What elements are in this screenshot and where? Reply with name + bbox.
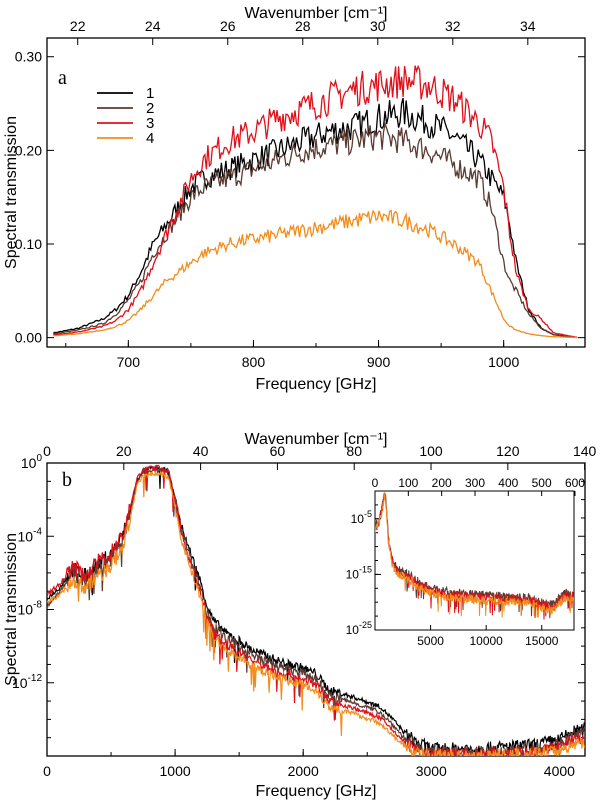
inset-top-tick-label: 100	[398, 476, 418, 490]
series-line-3	[53, 64, 578, 339]
inset-x-tick-label: 15000	[525, 634, 559, 648]
inset: 5000 10000 15000 0 100 200 300 400 500 600 10-5 10-…	[346, 476, 586, 648]
x-tick-label: 700	[117, 354, 141, 370]
inset-top-tick-label: 300	[465, 476, 485, 490]
inset-x-tick-label: 5000	[417, 634, 444, 648]
series-line-4	[47, 469, 585, 756]
top-axis-label: Wavenumber [cm⁻¹]	[245, 431, 388, 448]
y-axis-label: Spectral transmission	[3, 533, 20, 686]
series-line-4	[53, 209, 578, 339]
inset-top-tick-label: 500	[532, 476, 552, 490]
y-axis-label: Spectral transmission	[3, 116, 20, 269]
legend-label-2: 2	[146, 100, 154, 117]
top-tick-label: 140	[573, 443, 597, 459]
top-tick-label: 30	[370, 18, 386, 34]
y-tick-label: 10-12	[12, 673, 42, 691]
x-tick-label: 1000	[488, 354, 519, 370]
x-axis-label: Frequency [GHz]	[256, 783, 377, 800]
series-line-1	[52, 97, 578, 339]
top-tick-label: 120	[496, 443, 520, 459]
inset-top-tick-label: 400	[498, 476, 518, 490]
y-tick-label: 10-8	[18, 600, 43, 618]
inset-top-tick-label: 600	[565, 476, 585, 490]
y-tick-label: 0.20	[15, 142, 42, 158]
top-tick-label: 100	[419, 443, 443, 459]
inset-series-line-2	[375, 492, 574, 620]
top-tick-label: 60	[270, 443, 286, 459]
top-tick-label: 32	[445, 18, 461, 34]
inset-x-tick-label: 10000	[469, 634, 503, 648]
legend-label-3: 3	[146, 115, 154, 132]
x-axis-label: Frequency [GHz]	[256, 376, 377, 393]
y-tick-label: 0.30	[15, 49, 42, 65]
inset-y-tick-label: 10-5	[351, 509, 372, 526]
top-axis-label: Wavenumber [cm⁻¹]	[245, 5, 388, 22]
top-tick-label: 80	[346, 443, 362, 459]
top-tick-label: 24	[145, 18, 161, 34]
x-tick-label: 4000	[544, 763, 575, 779]
inset-top-tick-label: 0	[372, 476, 379, 490]
top-tick-label: 34	[520, 18, 536, 34]
x-tick-label: 3000	[416, 763, 447, 779]
top-tick-label: 40	[193, 443, 209, 459]
legend-label-1: 1	[146, 85, 154, 102]
y-tick-label: 10-4	[18, 526, 43, 544]
inset-top-tick-label: 200	[432, 476, 452, 490]
top-tick-label: 28	[295, 18, 311, 34]
top-tick-label: 22	[70, 18, 86, 34]
y-tick-label: 0.00	[15, 330, 42, 346]
x-tick-label: 1000	[160, 763, 191, 779]
series-line-2	[53, 121, 578, 339]
inset-y-tick-label: 10-15	[346, 564, 372, 581]
inset-series-line-3	[375, 492, 574, 618]
top-tick-label: 0	[43, 443, 51, 459]
x-tick-label: 900	[367, 354, 391, 370]
panel-label: a	[58, 67, 67, 89]
top-tick-label: 26	[220, 18, 236, 34]
y-tick-label: 0.10	[15, 236, 42, 252]
legend-label-4: 4	[146, 130, 154, 147]
panel-label: b	[62, 469, 72, 491]
inset-y-tick-label: 10-25	[346, 620, 372, 637]
top-tick-label: 20	[116, 443, 132, 459]
x-tick-label: 2000	[288, 763, 319, 779]
x-tick-label: 800	[242, 354, 266, 370]
x-tick-label: 0	[43, 763, 51, 779]
y-tick-label: 100	[21, 453, 43, 471]
